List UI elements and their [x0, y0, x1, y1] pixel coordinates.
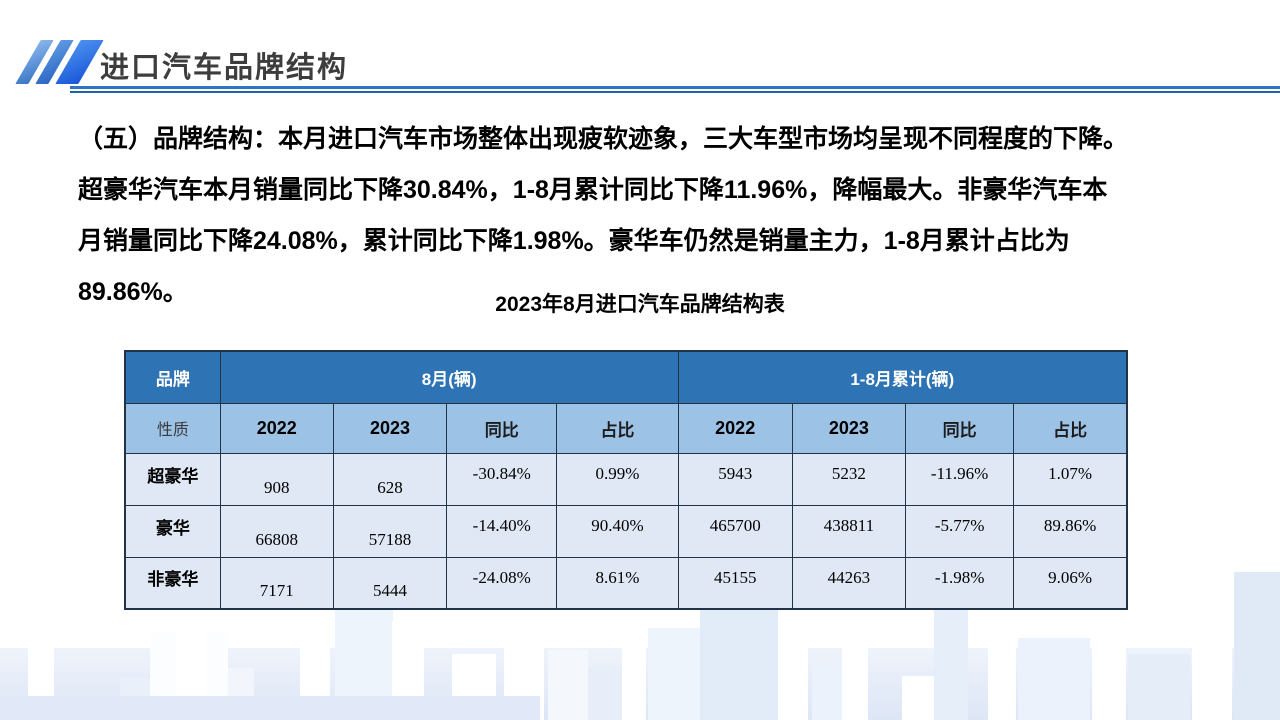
group-header-cumulative: 1-8月累计(辆) — [677, 350, 1128, 404]
table-cell: 5232 — [791, 452, 907, 506]
skyline-bar — [1018, 638, 1090, 720]
table-cell: 57188 — [332, 504, 448, 558]
table-cell: 44263 — [791, 556, 907, 610]
table-cell: -5.77% — [905, 504, 1015, 558]
underline-top — [70, 86, 1280, 89]
skyline-bar — [648, 628, 700, 720]
table-cell: 7171 — [219, 556, 334, 610]
table-row: 非豪华 7171 5444 -24.08% 8.61% 45155 44263 … — [124, 556, 1128, 610]
table-cell: 5444 — [332, 556, 448, 610]
skyline-bar — [622, 605, 646, 720]
table-cell: 5943 — [677, 452, 793, 506]
table-row: 豪华 66808 57188 -14.40% 90.40% 465700 438… — [124, 504, 1128, 558]
group-header-august: 8月(辆) — [219, 350, 679, 404]
subheader-cell: 2023 — [332, 402, 448, 454]
table-cell: 908 — [219, 452, 334, 506]
underline-bottom — [70, 91, 1280, 93]
table-subheader-row: 性质 2022 2023 同比 占比 2022 2023 同比 占比 — [124, 402, 1128, 454]
table-cell: 9.06% — [1013, 556, 1128, 610]
subheader-cell: 2022 — [219, 402, 334, 454]
subheader-cell: 2022 — [677, 402, 793, 454]
skyline-bar — [934, 592, 968, 720]
table-cell: -14.40% — [446, 504, 558, 558]
skyline-bar — [842, 615, 868, 720]
table-cell: 90.40% — [556, 504, 679, 558]
table-cell: 8.61% — [556, 556, 679, 610]
paragraph-line: （五）品牌结构：本月进口汽车市场整体出现疲软迹象，三大车型市场均呈现不同程度的下… — [78, 125, 1129, 153]
brand-cell: 非豪华 — [124, 556, 221, 610]
paragraph-line: 超豪华汽车本月销量同比下降30.84%，1-8月累计同比下降11.96%，降幅最… — [78, 176, 1108, 204]
table-cell: 66808 — [219, 504, 334, 558]
skyline-bar — [548, 650, 588, 720]
table-cell: -1.98% — [905, 556, 1015, 610]
subheader-cell: 占比 — [1013, 402, 1128, 454]
table-cell: 438811 — [791, 504, 907, 558]
table-row: 超豪华 908 628 -30.84% 0.99% 5943 5232 -11.… — [124, 452, 1128, 506]
table-group-header-row: 品牌 8月(辆) 1-8月累计(辆) — [124, 350, 1128, 404]
skyline-bar — [1192, 618, 1232, 720]
table-cell: 89.86% — [1013, 504, 1128, 558]
skyline-bar — [988, 602, 1016, 720]
subheader-cell: 同比 — [446, 402, 558, 454]
table-cell: -24.08% — [446, 556, 558, 610]
table-cell: 1.07% — [1013, 452, 1128, 506]
skyline-bar — [1234, 572, 1280, 720]
title-underline — [70, 86, 1280, 93]
skyline-strip — [0, 696, 540, 720]
page-title: 进口汽车品牌结构 — [100, 52, 349, 84]
brand-structure-table: 品牌 8月(辆) 1-8月累计(辆) 性质 2022 2023 同比 占比 20… — [124, 350, 1128, 610]
brand-cell: 超豪华 — [124, 452, 221, 506]
table-cell: 0.99% — [556, 452, 679, 506]
brand-cell: 豪华 — [124, 504, 221, 558]
summary-paragraph: （五）品牌结构：本月进口汽车市场整体出现疲软迹象，三大车型市场均呈现不同程度的下… — [78, 114, 1213, 318]
table-title: 2023年8月进口汽车品牌结构表 — [495, 293, 785, 316]
corner-subheader-cell: 性质 — [124, 402, 221, 454]
skyline-bar — [778, 628, 808, 720]
table-cell: 45155 — [677, 556, 793, 610]
table-cell: 628 — [332, 452, 448, 506]
paragraph-line: 月销量同比下降24.08%，累计同比下降1.98%。豪华车仍然是销量主力，1-8… — [78, 227, 1070, 255]
subheader-cell: 同比 — [905, 402, 1015, 454]
corner-header-cell: 品牌 — [124, 350, 221, 404]
skyline-decoration — [0, 550, 1280, 720]
paragraph-line: 89.86%。 — [78, 278, 188, 306]
subheader-cell: 占比 — [556, 402, 679, 454]
skyline-bar — [1128, 654, 1190, 720]
skyline-bar — [700, 594, 778, 720]
triple-slash-icon — [15, 40, 104, 86]
table-cell: -11.96% — [905, 452, 1015, 506]
table-cell: -30.84% — [446, 452, 558, 506]
table-cell: 465700 — [677, 504, 793, 558]
subheader-cell: 2023 — [791, 402, 907, 454]
